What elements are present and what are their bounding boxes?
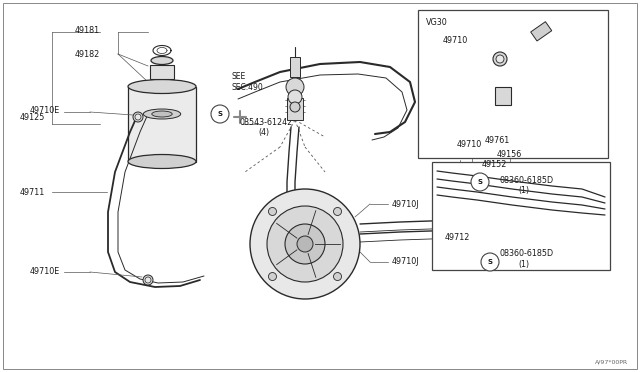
Text: 49710E: 49710E xyxy=(30,106,60,115)
Bar xyxy=(150,64,174,78)
Text: 08543-61242: 08543-61242 xyxy=(240,118,293,126)
Text: (1): (1) xyxy=(518,260,529,269)
Circle shape xyxy=(135,114,141,120)
Text: S: S xyxy=(488,259,493,265)
Circle shape xyxy=(471,173,489,191)
Circle shape xyxy=(493,52,507,66)
Circle shape xyxy=(143,275,153,285)
Circle shape xyxy=(496,55,504,63)
Bar xyxy=(495,87,511,105)
Ellipse shape xyxy=(151,57,173,64)
Circle shape xyxy=(267,206,343,282)
Circle shape xyxy=(481,253,499,271)
Text: 49181: 49181 xyxy=(75,26,100,35)
Text: 49710: 49710 xyxy=(443,35,468,45)
Circle shape xyxy=(250,189,360,299)
Text: 08360-6185D: 08360-6185D xyxy=(500,250,554,259)
Bar xyxy=(128,87,196,161)
Circle shape xyxy=(297,236,313,252)
Text: 49710J: 49710J xyxy=(392,199,419,208)
Bar xyxy=(290,57,300,77)
Circle shape xyxy=(286,78,304,96)
Bar xyxy=(432,162,610,270)
Text: (1): (1) xyxy=(518,186,529,195)
Text: 49182: 49182 xyxy=(75,49,100,58)
Text: A/97*00PR: A/97*00PR xyxy=(595,359,628,364)
Text: 49710J: 49710J xyxy=(392,257,419,266)
Text: S: S xyxy=(218,111,223,117)
Circle shape xyxy=(333,208,342,215)
Circle shape xyxy=(333,273,342,280)
Circle shape xyxy=(145,277,151,283)
Text: 49761: 49761 xyxy=(485,135,510,144)
Circle shape xyxy=(288,90,302,104)
Text: 49710: 49710 xyxy=(457,140,483,148)
Circle shape xyxy=(268,273,276,280)
Text: 49710E: 49710E xyxy=(30,267,60,276)
Circle shape xyxy=(285,224,325,264)
Circle shape xyxy=(290,102,300,112)
Circle shape xyxy=(211,105,229,123)
Ellipse shape xyxy=(152,111,172,117)
Text: SEE
SEC.490: SEE SEC.490 xyxy=(232,72,264,92)
Bar xyxy=(287,98,303,120)
Text: 49712: 49712 xyxy=(445,232,470,241)
Text: S: S xyxy=(477,179,483,185)
Text: VG30: VG30 xyxy=(426,17,448,26)
Ellipse shape xyxy=(128,154,196,169)
Ellipse shape xyxy=(128,80,196,93)
Ellipse shape xyxy=(143,109,180,119)
Circle shape xyxy=(268,208,276,215)
Circle shape xyxy=(133,112,143,122)
Text: 49711: 49711 xyxy=(20,187,45,196)
Text: (4): (4) xyxy=(258,128,269,137)
Text: 49152: 49152 xyxy=(482,160,508,169)
Text: 49156: 49156 xyxy=(497,150,522,158)
Bar xyxy=(531,22,552,41)
Text: 08360-6185D: 08360-6185D xyxy=(500,176,554,185)
Bar xyxy=(418,10,608,158)
Text: 49125: 49125 xyxy=(20,112,45,122)
